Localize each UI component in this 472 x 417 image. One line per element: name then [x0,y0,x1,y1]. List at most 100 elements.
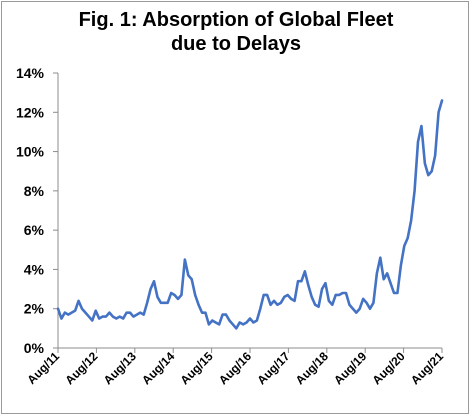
y-tick-label: 12% [16,104,45,120]
data-point [437,111,440,114]
data-point [153,280,155,283]
data-point [214,321,217,324]
data-point [211,319,214,322]
data-point [156,296,159,298]
data-point [355,311,358,314]
data-point [396,292,399,294]
data-point [434,154,436,157]
data-point [160,302,162,304]
data-point [132,315,135,318]
data-point [441,99,443,102]
data-point [280,302,282,304]
data-point [352,307,354,310]
y-tick-label: 2% [24,301,45,317]
data-point [317,305,320,308]
data-point [57,307,59,310]
data-point [386,272,388,275]
data-point [300,280,303,283]
data-point [290,298,292,300]
data-point [112,315,114,318]
data-point [101,315,104,318]
data-point [314,303,316,306]
data-point [235,327,238,330]
chart-title: Fig. 1: Absorption of Global Fleet due t… [0,8,472,56]
data-point [430,170,433,173]
data-point [293,300,296,302]
data-point [424,162,426,165]
data-point [190,278,193,281]
y-tick-label: 14% [16,65,45,81]
data-point [345,292,347,294]
y-tick-label: 8% [24,183,45,199]
y-axis: 0% 2% 4% 6% 8% 10% 12% 14% [16,65,59,356]
data-point [228,319,231,322]
data-point [139,311,142,314]
data-point [122,317,124,320]
data-point [403,245,406,247]
data-point [283,296,286,298]
y-tick-label: 4% [24,261,45,277]
data-point [201,311,203,314]
data-point [208,323,210,326]
data-point [129,311,131,314]
data-point [417,140,419,143]
data-point [348,303,351,306]
data-point [358,307,361,310]
x-tick-label: Aug/12 [62,349,100,387]
x-tick-label: Aug/16 [216,349,254,387]
data-point [266,294,268,296]
data-point [256,319,258,322]
data-point [67,313,70,316]
data-point [125,311,128,314]
data-point [177,298,179,300]
data-point [276,303,279,306]
data-point [91,319,94,322]
chart-title-line-1: Fig. 1: Absorption of Global Fleet [78,9,394,31]
data-point [310,296,313,298]
data-point [98,317,100,320]
data-point [238,321,241,324]
data-point [166,302,169,304]
data-point [249,317,251,320]
data-point [406,237,409,239]
data-point [221,313,224,316]
data-point [321,288,323,290]
data-point [273,300,275,302]
x-tick-label: Aug/13 [101,349,139,387]
data-point [269,303,272,306]
data-point [252,321,255,324]
data-point [204,311,207,314]
data-point [400,264,402,267]
data-point [187,274,190,277]
data-point [410,219,412,222]
x-tick-label: Aug/19 [331,349,369,387]
data-point [218,323,220,326]
data-point [77,300,80,302]
data-point [369,307,371,310]
data-point [328,300,330,302]
data-point [334,294,337,296]
data-point [194,294,196,296]
data-point [115,317,118,320]
data-point [232,323,234,326]
x-tick-label: Aug/15 [178,349,216,387]
data-point [259,307,262,310]
x-axis: Aug/11 Aug/12 Aug/13 Aug/14 Aug/15 Aug/16 Aug/… [24,347,446,387]
data-point [94,309,97,312]
data-point [64,311,66,314]
data-point [74,309,76,312]
x-tick-label: Aug/18 [293,349,331,387]
data-point [142,313,145,316]
data-point [105,315,107,318]
data-point [262,294,265,296]
data-point [180,294,183,296]
data-point [60,317,63,320]
data-point [382,278,385,281]
data-point [225,313,227,316]
y-tick-label: 6% [24,222,45,238]
data-point [70,311,73,314]
data-point [376,272,378,275]
data-point [84,311,87,314]
data-point [136,313,138,316]
